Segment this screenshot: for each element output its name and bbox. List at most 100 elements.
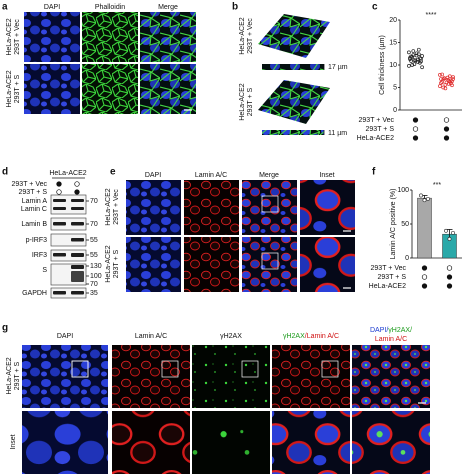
data-point: [418, 56, 422, 61]
inset-box: [161, 360, 179, 378]
panel-label: f: [372, 167, 376, 178]
row-label: HeLa-ACE2: [105, 188, 112, 225]
data-point: [439, 81, 443, 85]
micrograph: [140, 12, 196, 62]
data-point: [407, 50, 411, 55]
western-blot: [50, 177, 87, 299]
micrograph: [24, 64, 80, 114]
data-point: [416, 52, 421, 57]
column-header-part: /Lamin A/C: [305, 333, 339, 340]
side-view: [262, 64, 324, 70]
y-tick-label: 0: [405, 255, 409, 262]
panel-label: a: [2, 2, 8, 13]
significance: ****: [426, 12, 437, 19]
micrograph: [112, 345, 190, 408]
condition-symbol: [74, 181, 80, 187]
data-point: [447, 237, 452, 241]
condition-symbol: [443, 126, 450, 132]
row-label: 293T + S: [247, 87, 254, 116]
micrograph: [126, 180, 181, 235]
condition-symbol: [446, 274, 453, 280]
data-point: [447, 74, 452, 79]
marker-label: 100: [90, 273, 102, 280]
column-header-part: DAPI: [57, 333, 73, 340]
data-point: [420, 54, 424, 58]
condition-label: 293T + S: [366, 126, 395, 133]
3d-rendering: [258, 80, 330, 124]
micrograph: [300, 237, 355, 292]
blot-header: HeLa-ACE2: [49, 170, 86, 177]
condition-symbol: [443, 135, 450, 141]
condition-symbol: [56, 181, 62, 187]
row-label: Inset: [10, 434, 17, 449]
column-header: Inset: [319, 172, 334, 179]
data-point: [410, 63, 415, 67]
row-label: 293T + S: [14, 74, 21, 103]
data-point: [438, 73, 442, 77]
row-label: HeLa-ACE2: [6, 70, 13, 107]
significance: ***: [433, 182, 441, 189]
marker-label: 130: [90, 263, 102, 270]
y-axis-label: Lamin A/C positive (%): [390, 189, 397, 260]
band-label: Lamin B: [21, 221, 47, 228]
marker-label: 70: [90, 198, 98, 205]
condition-symbol: [74, 189, 80, 195]
band-label: Lamin C: [21, 206, 47, 213]
data-point: [440, 72, 444, 77]
column-header-part: γH2AX/: [388, 327, 412, 334]
condition-symbol: [421, 283, 428, 289]
marker-label: 70: [90, 281, 98, 288]
data-point: [450, 83, 454, 88]
micrograph: [126, 237, 181, 292]
micrograph: [192, 411, 270, 474]
inset-box: [321, 360, 339, 378]
side-view: [262, 130, 324, 135]
column-header: γH2AX: [220, 333, 242, 340]
row-label: HeLa-ACE2: [239, 17, 246, 54]
row-label: HeLa-ACE2: [6, 357, 13, 394]
bar: [417, 197, 432, 259]
data-point: [419, 193, 423, 198]
row-label: 293T + S: [14, 361, 21, 390]
data-point: [438, 84, 442, 89]
condition-label: 293T + S: [378, 274, 407, 281]
band-label: Lamin A: [22, 198, 48, 205]
data-point: [415, 59, 420, 64]
band-label: S: [42, 267, 47, 274]
condition-symbol: [446, 283, 453, 289]
inset-box: [241, 360, 259, 378]
condition-label: HeLa-ACE2: [357, 135, 394, 142]
condition-symbol: [443, 117, 450, 123]
data-point: [414, 51, 419, 56]
column-header-part: γH2AX: [220, 333, 242, 340]
micrograph: [184, 237, 239, 292]
panel-label: d: [2, 167, 8, 178]
micrograph: [300, 180, 355, 235]
data-point: [411, 53, 416, 57]
band-label: IRF3: [32, 252, 47, 259]
condition-symbol: [412, 117, 419, 123]
y-tick-label: 0: [393, 107, 397, 114]
y-tick-label: 10: [389, 62, 397, 69]
micrograph: [24, 12, 80, 62]
column-header: γH2AX/Lamin A/C: [283, 333, 339, 340]
inset-box: [71, 360, 89, 378]
data-point: [439, 77, 443, 81]
data-point: [443, 86, 448, 91]
panel-label: g: [2, 323, 8, 334]
data-point: [445, 77, 450, 82]
row-label: HeLa-ACE2: [239, 83, 246, 120]
micrograph: [112, 411, 190, 474]
data-point: [441, 85, 446, 90]
data-point: [419, 59, 423, 64]
3d-rendering: [258, 14, 330, 58]
data-point: [412, 58, 417, 62]
column-header-part: DAPI/: [370, 327, 388, 334]
micrograph: [22, 411, 108, 474]
condition-label: 293T + Vec: [359, 117, 395, 124]
micrograph: [184, 180, 239, 235]
data-point: [451, 77, 455, 81]
micrograph: [272, 411, 350, 474]
